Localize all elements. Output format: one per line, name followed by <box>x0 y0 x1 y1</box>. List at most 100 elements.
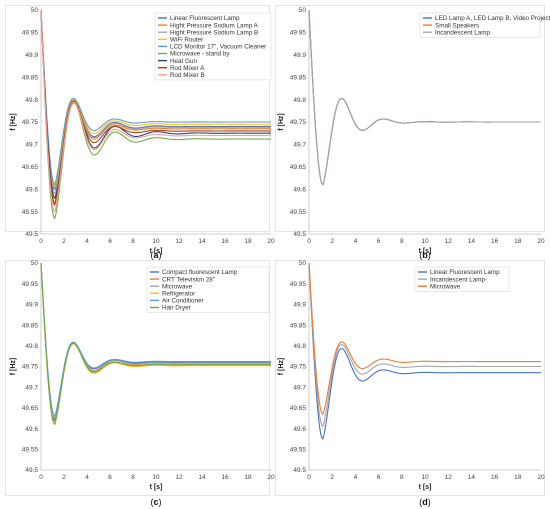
panel-caption: (b) <box>419 250 431 260</box>
x-tick-label: 4 <box>85 238 89 245</box>
series-line <box>40 9 271 213</box>
y-tick-label: 49.95 <box>290 30 307 37</box>
legend-entry: Hight Pressure Sodium Lamp B <box>170 29 258 36</box>
x-tick-label: 14 <box>468 474 476 481</box>
y-tick-label: 50 <box>299 7 307 14</box>
x-axis-label: t [s] <box>150 248 163 255</box>
legend-entry: Microwave <box>162 283 193 290</box>
legend-entry: Linear Fluorescent Lamp <box>430 269 500 276</box>
x-tick-label: 10 <box>152 238 160 245</box>
y-tick-label: 49.6 <box>293 426 306 433</box>
panel-b: 49.5 49.55 49.6 49.65 49.7 49.75 49.8 49.85 49.9… <box>275 5 550 255</box>
y-tick-label: 49.95 <box>290 281 307 288</box>
x-tick-label: 18 <box>244 474 252 481</box>
legend-entry: Air Conditioner <box>162 298 204 305</box>
y-axis-label: f [Hz] <box>10 113 17 131</box>
x-tick-label: 2 <box>62 474 66 481</box>
series-line <box>40 262 271 425</box>
y-axis-label: f [Hz] <box>10 358 17 376</box>
series-line <box>40 9 271 186</box>
legend-box <box>154 12 272 81</box>
y-tick-label: 49.5 <box>25 231 38 238</box>
x-tick-label: 16 <box>221 238 229 245</box>
y-tick-label: 49.65 <box>22 405 39 412</box>
x-tick-label: 2 <box>62 238 66 245</box>
series-line <box>308 9 541 186</box>
legend-box <box>146 266 270 313</box>
panel-frame <box>5 5 270 232</box>
x-tick-label: 20 <box>267 474 275 481</box>
legend-entry: LCD Monitor 17", Vacuum Cleaner <box>170 44 266 51</box>
series-line <box>40 9 271 188</box>
x-axis-label: t [s] <box>419 484 432 491</box>
y-tick-label: 49.95 <box>22 281 39 288</box>
y-tick-label: 49.75 <box>22 119 39 126</box>
legend-entry: Heat Gun <box>170 58 197 65</box>
series-line <box>308 262 541 428</box>
series-line <box>308 262 541 415</box>
y-tick-label: 50 <box>31 260 39 267</box>
x-tick-label: 10 <box>421 238 429 245</box>
x-tick-label: 0 <box>39 474 43 481</box>
x-tick-label: 4 <box>354 238 358 245</box>
x-tick-label: 20 <box>537 474 545 481</box>
y-tick-label: 49.7 <box>293 142 306 149</box>
x-tick-label: 16 <box>221 474 229 481</box>
x-tick-label: 12 <box>445 238 453 245</box>
legend-entry: Linear Fluorescent Lamp <box>170 15 240 22</box>
y-tick-label: 49.55 <box>22 209 39 216</box>
legend-entry: Small Speakers <box>435 22 479 29</box>
x-tick-label: 18 <box>244 238 252 245</box>
y-tick-label: 49.8 <box>25 97 38 104</box>
x-tick-label: 16 <box>491 474 499 481</box>
x-tick-label: 14 <box>198 238 206 245</box>
x-tick-label: 2 <box>330 474 334 481</box>
y-tick-label: 49.85 <box>22 74 39 81</box>
y-axis-label: f [Hz] <box>278 358 285 376</box>
y-tick-label: 49.65 <box>290 405 307 412</box>
y-tick-label: 49.8 <box>293 97 306 104</box>
y-tick-label: 49.75 <box>290 364 307 371</box>
series-line <box>308 262 541 440</box>
legend-box <box>419 12 541 38</box>
panel-caption: (c) <box>150 497 161 507</box>
x-tick-label: 6 <box>377 238 381 245</box>
panel-a: 49.5 49.55 49.6 49.65 49.7 49.75 49.8 49.85 49.9… <box>5 5 275 255</box>
legend-entry: LED Lamp A, LED Lamp B, Video Projector <box>435 15 550 22</box>
x-tick-label: 2 <box>330 238 334 245</box>
y-tick-label: 49.6 <box>25 186 38 193</box>
x-tick-label: 10 <box>152 474 160 481</box>
y-tick-label: 49.6 <box>293 186 306 193</box>
panel-d: 49.5 49.55 49.6 49.65 49.7 49.75 49.8 49.85 49.9… <box>275 260 545 496</box>
x-tick-label: 20 <box>267 238 275 245</box>
x-tick-label: 4 <box>85 474 89 481</box>
panel-caption: (a) <box>150 250 161 260</box>
x-tick-label: 14 <box>468 238 476 245</box>
y-tick-label: 49.65 <box>290 164 307 171</box>
y-tick-label: 49.75 <box>22 364 39 371</box>
y-tick-label: 50 <box>299 260 307 267</box>
y-tick-label: 49.55 <box>290 447 307 454</box>
y-tick-label: 50 <box>31 7 39 14</box>
panel-c: 49.5 49.55 49.6 49.65 49.7 49.75 49.8 49.85 49.9… <box>5 260 275 496</box>
x-axis-label: t [s] <box>419 248 432 255</box>
legend-entry: Incandescent Lamp- <box>430 276 487 283</box>
y-tick-label: 49.9 <box>293 52 306 59</box>
x-tick-label: 8 <box>131 238 135 245</box>
x-tick-label: 0 <box>307 474 311 481</box>
y-tick-label: 49.85 <box>290 74 307 81</box>
x-axis-label: t [s] <box>150 484 163 491</box>
y-tick-label: 49.6 <box>25 426 38 433</box>
x-tick-label: 0 <box>307 238 311 245</box>
legend-entry: Rod Mixer B <box>170 72 205 79</box>
x-tick-label: 8 <box>131 474 135 481</box>
legend-entry: WiFi Router <box>170 37 203 44</box>
x-tick-label: 14 <box>198 474 206 481</box>
y-tick-label: 49.9 <box>25 302 38 309</box>
x-tick-label: 8 <box>400 474 404 481</box>
y-tick-label: 49.5 <box>293 467 306 474</box>
x-tick-label: 0 <box>39 238 43 245</box>
x-tick-label: 8 <box>400 238 404 245</box>
